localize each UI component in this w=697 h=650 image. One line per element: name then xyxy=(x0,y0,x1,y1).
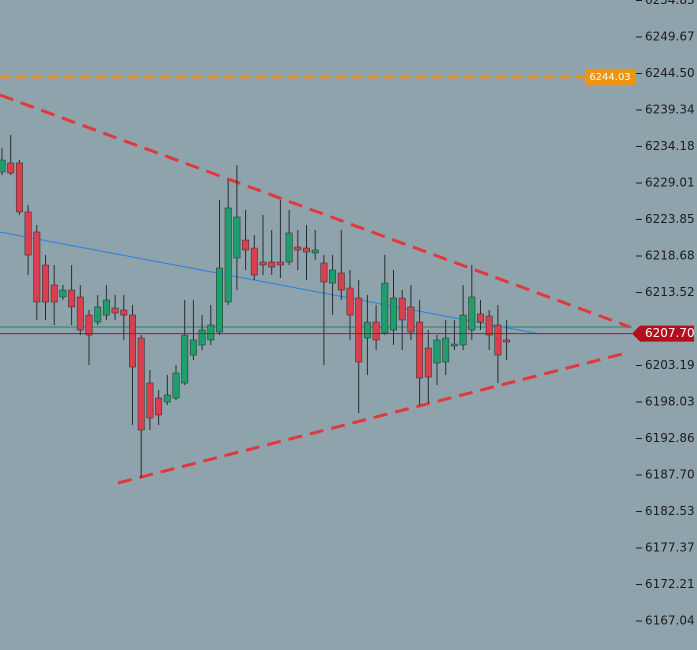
candle-body xyxy=(189,339,197,356)
candle-body xyxy=(311,249,319,254)
candle-body xyxy=(416,321,424,379)
candle-body xyxy=(59,289,67,298)
candle-body xyxy=(450,343,458,347)
y-tick-label: 6192.86 xyxy=(645,431,695,445)
candle-body xyxy=(268,261,276,268)
candle-body xyxy=(137,337,145,431)
support-line xyxy=(117,350,631,485)
y-tick-label: 6239.34 xyxy=(645,102,695,116)
candle-body xyxy=(294,246,302,251)
y-tick-label: 6198.03 xyxy=(645,394,695,408)
resistance-line xyxy=(0,93,631,329)
y-tick-label: 6172.21 xyxy=(645,577,695,591)
y-tick-label: 6229.01 xyxy=(645,175,695,189)
candle-body xyxy=(111,307,119,314)
candle-body xyxy=(477,313,484,323)
candle-body xyxy=(485,315,493,336)
candle-body xyxy=(303,247,310,253)
candle-body xyxy=(346,287,354,316)
candle-body xyxy=(216,267,223,333)
candle-body xyxy=(398,297,406,321)
y-tick-label: 6254.83 xyxy=(645,0,695,7)
candle-body xyxy=(459,314,467,346)
y-tick-label: 6218.68 xyxy=(645,249,695,263)
y-tick-label: 6249.67 xyxy=(645,29,695,43)
candle-body xyxy=(494,324,502,356)
candle-body xyxy=(163,394,171,403)
y-tick-label: 6223.85 xyxy=(645,212,695,226)
candle-body xyxy=(181,334,189,384)
y-tick-label: 6182.53 xyxy=(645,504,695,518)
y-tick-label: 6187.70 xyxy=(645,467,695,481)
candle-body xyxy=(433,339,441,364)
candle-body xyxy=(68,289,76,308)
y-tick-label: 6167.04 xyxy=(645,614,695,628)
candle-body xyxy=(198,329,206,346)
y-tick-label: 6213.52 xyxy=(645,285,695,299)
candle-body xyxy=(381,282,389,334)
candle-body xyxy=(363,321,371,339)
candle-body xyxy=(50,284,58,303)
candle-body xyxy=(320,262,328,283)
price-label-box xyxy=(632,325,694,342)
candle-body xyxy=(76,296,84,331)
candle-body xyxy=(276,261,284,266)
candle-body xyxy=(233,216,241,259)
candle-body xyxy=(468,296,476,331)
candle-body xyxy=(329,269,337,284)
y-tick-label: 6177.37 xyxy=(645,541,695,555)
y-tick-label: 6244.50 xyxy=(645,66,695,80)
candle-body xyxy=(42,264,49,303)
candle-body xyxy=(224,207,232,303)
y-tick-label: 6203.19 xyxy=(645,358,695,372)
candle-body xyxy=(7,162,15,174)
candle-body xyxy=(503,339,511,343)
candle-body xyxy=(207,324,215,341)
candle-body xyxy=(250,247,258,276)
candle-body xyxy=(442,337,450,363)
candle-body xyxy=(24,211,32,256)
candle-body xyxy=(172,372,180,399)
candle-body xyxy=(120,309,128,316)
candle-body xyxy=(33,231,41,303)
candle-body xyxy=(94,306,102,323)
candle-body xyxy=(424,347,432,378)
y-tick-label: 6234.18 xyxy=(645,139,695,153)
price-label: 6207.70 xyxy=(645,326,695,340)
candle-body xyxy=(259,261,267,266)
candle-body xyxy=(337,272,345,291)
candle-body xyxy=(15,162,23,213)
candle-body xyxy=(407,306,415,333)
trend-line xyxy=(0,231,541,335)
candle-body xyxy=(355,297,363,363)
candle-body xyxy=(372,321,380,341)
candle-body xyxy=(102,299,110,316)
candle-body xyxy=(390,297,397,331)
price-label-box xyxy=(585,68,635,85)
candle-body xyxy=(242,239,250,251)
candle-body xyxy=(85,314,93,336)
candle-body xyxy=(285,232,293,263)
price-label: 6244.03 xyxy=(589,72,630,83)
candle-body xyxy=(129,314,136,368)
candle-body xyxy=(146,382,154,419)
candle-body xyxy=(0,159,6,173)
candle-body xyxy=(155,397,163,416)
